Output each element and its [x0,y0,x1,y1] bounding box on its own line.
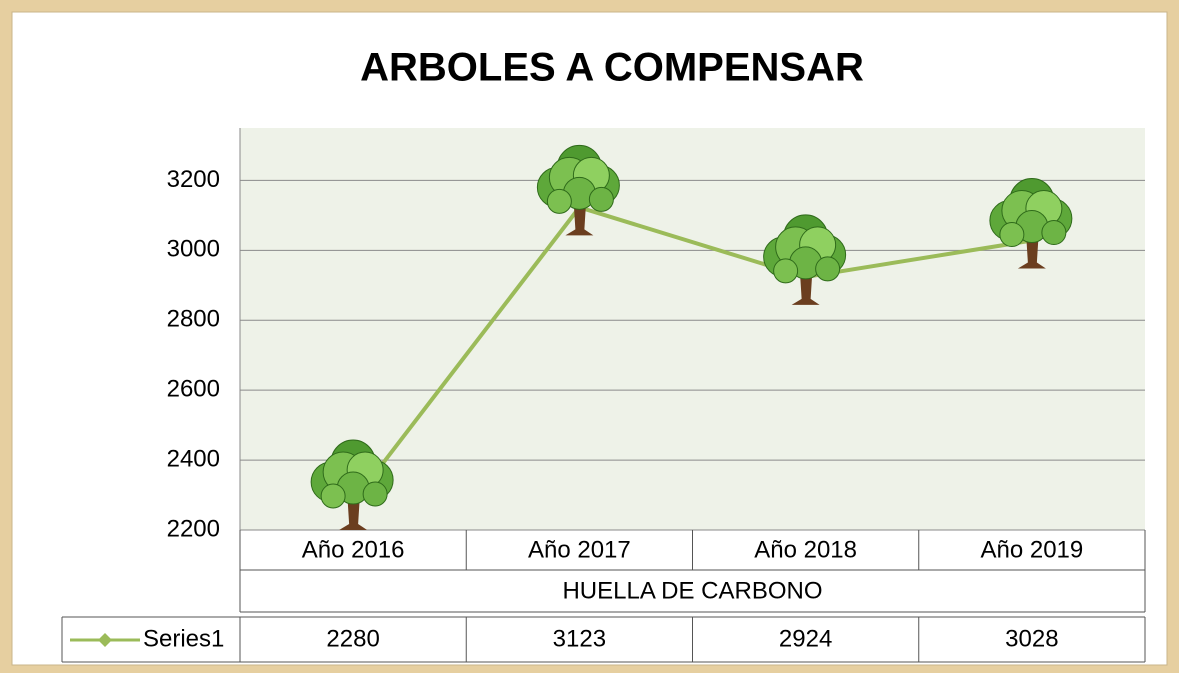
table-value: 2280 [326,625,379,652]
y-tick-label: 2600 [167,376,220,403]
plot-area [240,128,1145,530]
trunk [339,492,368,531]
y-tick-label: 2800 [167,306,220,333]
legend-marker [98,633,112,647]
tree-marker [989,178,1073,269]
foliage [362,481,388,507]
y-tick-label: 2400 [167,445,220,472]
y-tick-label: 3200 [167,166,220,193]
legend-label: Series1 [143,625,224,652]
foliage [1041,220,1067,246]
table-value: 2924 [779,625,832,652]
foliage [999,222,1025,248]
y-tick-label: 2200 [167,515,220,542]
table-value: 3028 [1005,625,1058,652]
x-tick-label: Año 2017 [528,536,631,563]
tree-marker [310,439,394,531]
table-value: 3123 [553,625,606,652]
x-tick-label: Año 2018 [754,536,857,563]
foliage [546,188,572,214]
foliage [320,483,346,509]
foliage [773,258,799,284]
x-tick-label: Año 2019 [980,536,1083,563]
chart-title: ARBOLES A COMPENSAR [360,46,864,90]
x-axis-label: HUELLA DE CARBONO [562,577,822,604]
trunk [1017,230,1046,269]
trunk [565,197,594,236]
trunk [791,266,820,305]
series-line [351,205,1033,504]
foliage [588,186,614,212]
foliage [815,256,841,282]
y-tick-label: 3000 [167,236,220,263]
tree-marker [536,144,620,236]
tree-marker [763,214,847,305]
x-tick-label: Año 2016 [302,536,405,563]
